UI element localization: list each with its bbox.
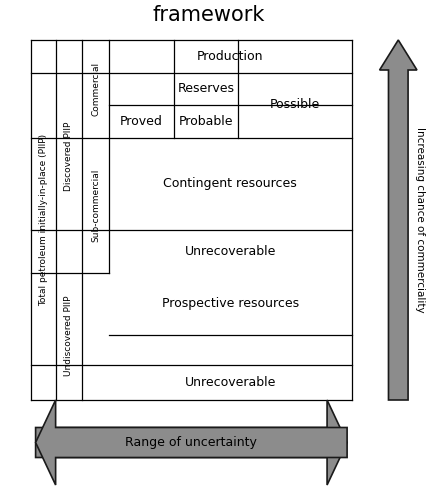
Text: Total petroleum initially-in-place (PIIP): Total petroleum initially-in-place (PIIP… [39, 134, 48, 306]
Text: Commercial: Commercial [91, 62, 100, 116]
Text: Proved: Proved [120, 114, 163, 128]
Text: Unrecoverable: Unrecoverable [185, 244, 276, 258]
Text: Production: Production [197, 50, 263, 62]
Text: Sub-commercial: Sub-commercial [91, 168, 100, 242]
Text: Increasing chance of commerciality: Increasing chance of commerciality [415, 127, 425, 313]
FancyArrow shape [36, 400, 347, 485]
Text: Possible: Possible [270, 98, 320, 112]
Text: Contingent resources: Contingent resources [163, 177, 297, 190]
Text: Unrecoverable: Unrecoverable [185, 376, 276, 389]
Text: Undiscovered PIIP: Undiscovered PIIP [65, 296, 73, 376]
FancyArrow shape [36, 400, 347, 485]
Text: Reserves: Reserves [177, 82, 235, 95]
Text: Prospective resources: Prospective resources [162, 297, 299, 310]
FancyArrow shape [380, 40, 417, 400]
Text: Discovered PIIP: Discovered PIIP [65, 122, 73, 191]
Text: framework: framework [153, 5, 265, 25]
Text: Probable: Probable [178, 114, 233, 128]
Text: Range of uncertainty: Range of uncertainty [125, 436, 257, 449]
